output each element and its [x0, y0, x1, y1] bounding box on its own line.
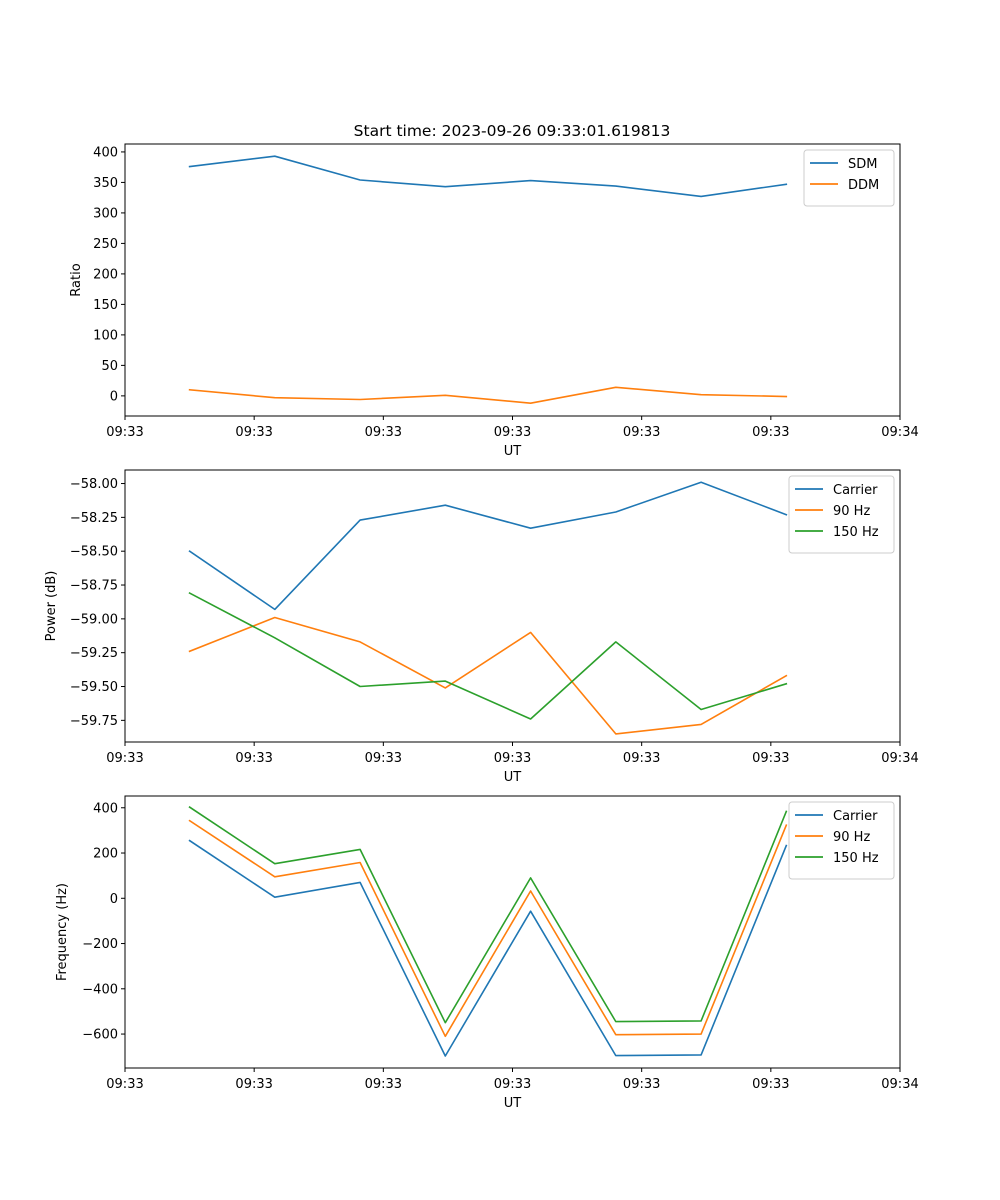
y-tick-label: −58.00	[70, 477, 118, 492]
legend: Carrier 90 Hz 150 Hz	[788, 475, 895, 554]
legend-box	[788, 801, 895, 880]
series-line-carrier	[188, 481, 788, 611]
y-tick-label: −58.25	[70, 511, 118, 526]
legend: SDM DDM	[803, 149, 895, 207]
legend-box	[803, 149, 895, 207]
y-tick-label: 250	[93, 237, 118, 252]
legend-label: 150 Hz	[833, 851, 879, 866]
x-tick-label: 09:34	[881, 751, 918, 766]
y-tick-label: −59.75	[70, 714, 118, 729]
x-tick-label: 09:33	[623, 751, 660, 766]
series-line-sdm	[188, 155, 788, 198]
ratio-panel: 09:33 09:33 09:33 09:33 09:33 09:33 09:34 0 50 10…	[69, 143, 919, 459]
axes-frame	[124, 795, 901, 1069]
x-tick-label: 09:33	[494, 1077, 531, 1092]
y-tick-label: 150	[93, 298, 118, 313]
x-tick-label: 09:33	[623, 425, 660, 440]
series-line-90-hz	[188, 616, 788, 735]
series-line-150-hz	[188, 805, 788, 1024]
y-tick-label: −200	[82, 937, 118, 952]
legend-label: 150 Hz	[833, 525, 879, 540]
x-axis-label: UT	[504, 444, 522, 459]
y-tick-label: 200	[93, 847, 118, 862]
y-tick-label: 50	[101, 359, 118, 374]
x-tick-label: 09:33	[235, 1077, 272, 1092]
x-axis-label: UT	[504, 770, 522, 785]
y-tick-label: −400	[82, 982, 118, 997]
figure-title: Start time: 2023-09-26 09:33:01.619813	[354, 122, 671, 140]
x-tick-label: 09:33	[752, 1077, 789, 1092]
y-tick-label: −58.50	[70, 545, 118, 560]
legend-label: Carrier	[833, 483, 878, 498]
y-tick-label: 300	[93, 206, 118, 221]
power-panel: 09:33 09:33 09:33 09:33 09:33 09:33 09:34 −59.7…	[44, 469, 919, 785]
y-tick-label: 100	[93, 328, 118, 343]
x-tick-label: 09:33	[752, 425, 789, 440]
x-tick-label: 09:34	[881, 425, 918, 440]
legend-label: SDM	[848, 157, 877, 172]
y-axis-label: Power (dB)	[44, 571, 59, 642]
y-tick-label: 400	[93, 145, 118, 160]
x-tick-label: 09:33	[365, 1077, 402, 1092]
legend-label: 90 Hz	[833, 504, 870, 519]
y-axis-label: Ratio	[69, 263, 84, 296]
frequency-panel: 09:33 09:33 09:33 09:33 09:33 09:33 09:34 −600 −…	[55, 795, 919, 1111]
y-tick-label: −58.75	[70, 579, 118, 594]
y-tick-label: −59.25	[70, 646, 118, 661]
x-tick-label: 09:33	[235, 425, 272, 440]
y-tick-label: −600	[82, 1028, 118, 1043]
legend-box	[788, 475, 895, 554]
x-axis-label: UT	[504, 1096, 522, 1111]
y-tick-label: 400	[93, 801, 118, 816]
x-tick-label: 09:33	[106, 425, 143, 440]
legend-label: DDM	[848, 178, 879, 193]
y-tick-label: 200	[93, 267, 118, 282]
x-tick-label: 09:33	[365, 751, 402, 766]
x-tick-label: 09:34	[881, 1077, 918, 1092]
series-line-ddm	[188, 386, 788, 405]
legend-label: Carrier	[833, 809, 878, 824]
legend: Carrier 90 Hz 150 Hz	[788, 801, 895, 880]
x-tick-label: 09:33	[752, 751, 789, 766]
y-tick-label: 350	[93, 176, 118, 191]
series-line-150-hz	[188, 592, 788, 720]
x-tick-label: 09:33	[494, 425, 531, 440]
y-axis-label: Frequency (Hz)	[55, 883, 70, 981]
y-tick-label: 0	[110, 389, 118, 404]
y-tick-label: 0	[110, 892, 118, 907]
series-line-carrier	[188, 839, 788, 1057]
x-tick-label: 09:33	[235, 751, 272, 766]
y-tick-label: −59.00	[70, 612, 118, 627]
x-tick-label: 09:33	[106, 1077, 143, 1092]
axes-frame	[124, 469, 901, 743]
x-tick-label: 09:33	[106, 751, 143, 766]
legend-label: 90 Hz	[833, 830, 870, 845]
x-tick-label: 09:33	[365, 425, 402, 440]
x-tick-label: 09:33	[623, 1077, 660, 1092]
y-tick-label: −59.50	[70, 680, 118, 695]
series-line-90-hz	[188, 819, 788, 1038]
x-tick-label: 09:33	[494, 751, 531, 766]
